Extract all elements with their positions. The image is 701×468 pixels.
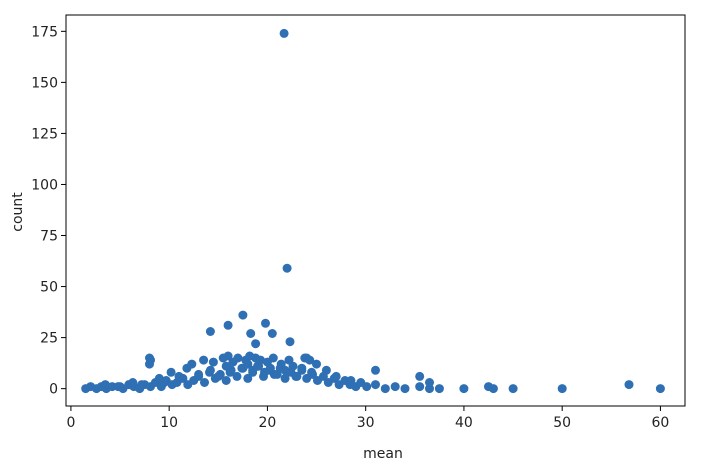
data-point bbox=[362, 382, 372, 392]
data-point bbox=[434, 384, 444, 394]
data-point bbox=[261, 318, 270, 328]
data-point bbox=[655, 384, 665, 394]
y-tick-label: 125 bbox=[31, 126, 58, 142]
data-point bbox=[251, 339, 261, 349]
data-point bbox=[137, 380, 147, 390]
y-ticks: 0 25 50 75 100 125 150 175 bbox=[31, 24, 66, 398]
data-point bbox=[199, 355, 209, 365]
x-tick-label: 60 bbox=[652, 415, 670, 431]
data-point bbox=[223, 320, 233, 330]
data-point bbox=[272, 369, 282, 379]
data-point bbox=[390, 382, 400, 392]
data-point bbox=[285, 337, 295, 347]
y-tick-label: 0 bbox=[49, 382, 58, 398]
data-point bbox=[508, 384, 518, 394]
data-point bbox=[194, 369, 204, 379]
data-point bbox=[557, 384, 567, 394]
y-axis-label: count bbox=[10, 192, 26, 232]
y-tick-label: 175 bbox=[31, 24, 58, 40]
data-point bbox=[425, 378, 434, 387]
data-point bbox=[400, 384, 410, 394]
data-point bbox=[205, 327, 215, 336]
data-point bbox=[415, 382, 425, 392]
data-point bbox=[288, 361, 298, 371]
y-tick-label: 75 bbox=[40, 229, 58, 245]
data-point bbox=[371, 365, 380, 375]
y-tick-label: 25 bbox=[40, 331, 58, 347]
y-tick-label: 50 bbox=[40, 280, 58, 296]
data-point bbox=[221, 376, 231, 385]
data-point bbox=[279, 28, 289, 38]
data-point bbox=[297, 363, 307, 373]
data-point bbox=[371, 380, 380, 390]
x-axis-label: mean bbox=[363, 446, 403, 462]
data-point bbox=[208, 357, 218, 367]
data-point bbox=[307, 367, 317, 377]
data-point bbox=[243, 373, 253, 383]
data-point bbox=[145, 353, 154, 363]
x-tick-label: 20 bbox=[259, 415, 277, 431]
data-point bbox=[187, 359, 197, 369]
x-tick-label: 0 bbox=[66, 415, 75, 431]
axes-frame bbox=[65, 14, 686, 407]
data-point bbox=[159, 378, 169, 387]
data-point bbox=[321, 365, 331, 375]
data-point bbox=[265, 363, 275, 373]
x-tick-label: 40 bbox=[455, 415, 473, 431]
data-point bbox=[174, 371, 184, 381]
data-point bbox=[238, 310, 248, 320]
data-point bbox=[223, 351, 233, 361]
data-point bbox=[331, 371, 341, 381]
data-point bbox=[256, 355, 265, 365]
data-point bbox=[128, 378, 138, 387]
data-point bbox=[115, 382, 125, 392]
data-point bbox=[225, 367, 235, 377]
data-point bbox=[280, 373, 290, 383]
data-point bbox=[488, 384, 498, 394]
data-point bbox=[232, 371, 242, 381]
data-point bbox=[200, 378, 209, 387]
x-tick-label: 30 bbox=[357, 415, 375, 431]
data-point bbox=[205, 365, 215, 375]
data-point bbox=[305, 355, 315, 365]
x-ticks: 0 10 20 30 40 50 60 bbox=[66, 406, 669, 431]
data-point bbox=[246, 329, 256, 338]
data-point bbox=[415, 371, 425, 381]
data-point bbox=[213, 371, 223, 381]
data-point bbox=[312, 359, 321, 369]
data-point bbox=[268, 353, 278, 363]
data-point bbox=[380, 384, 390, 394]
data-point bbox=[292, 371, 302, 381]
y-tick-label: 150 bbox=[31, 75, 58, 91]
points-layer bbox=[81, 28, 665, 394]
data-point bbox=[346, 376, 356, 385]
x-tick-label: 50 bbox=[553, 415, 571, 431]
x-tick-label: 10 bbox=[160, 415, 178, 431]
data-point bbox=[459, 384, 469, 394]
data-point bbox=[267, 329, 277, 338]
data-point bbox=[282, 263, 292, 273]
y-tick-label: 100 bbox=[31, 177, 58, 193]
data-point bbox=[166, 367, 176, 377]
data-point bbox=[624, 380, 634, 390]
data-point bbox=[233, 353, 243, 363]
data-point bbox=[100, 380, 110, 390]
data-point bbox=[243, 359, 253, 369]
data-point bbox=[280, 365, 290, 375]
